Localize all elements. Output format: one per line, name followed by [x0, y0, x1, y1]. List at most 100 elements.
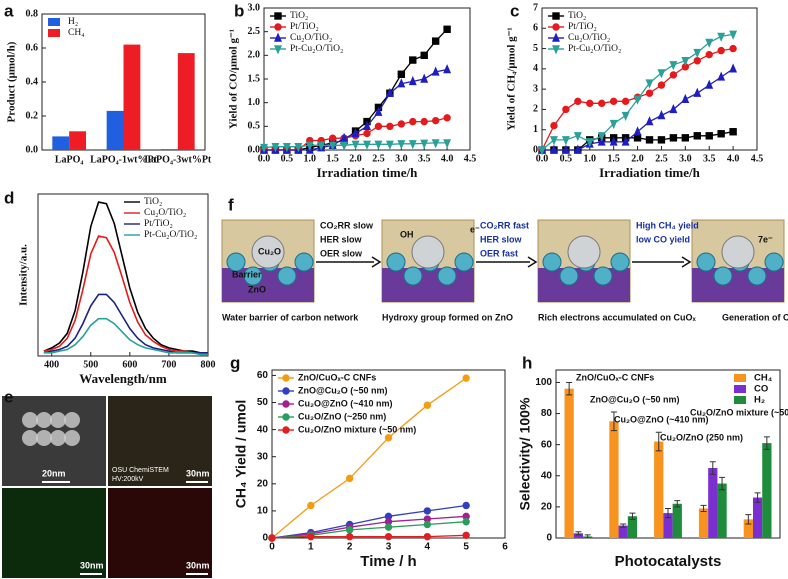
marker	[340, 141, 349, 151]
marker	[574, 97, 582, 106]
series-line	[271, 534, 467, 539]
x-tick-label: 800	[201, 359, 216, 370]
particle	[559, 266, 579, 286]
x-tick-label: 1	[308, 542, 314, 553]
bar	[762, 443, 772, 538]
x-tick-label: 0.5	[281, 153, 294, 164]
y-tick-label: 2	[533, 104, 538, 115]
y-tick-label: 0.0	[26, 144, 39, 155]
y-tick-label: 60	[541, 439, 553, 450]
panel-label: b	[234, 1, 244, 20]
marker	[609, 119, 618, 130]
x-tick-label: 2.5	[372, 153, 385, 164]
bar	[573, 533, 584, 538]
diagram-label: Cu₂O	[258, 246, 281, 256]
y-tick-label: 3	[533, 83, 538, 94]
marker	[431, 37, 440, 45]
legend-label: TiO₂	[290, 11, 308, 21]
stage-caption: Generation of CH₄	[722, 312, 788, 322]
bar	[160, 149, 178, 150]
marker	[609, 97, 618, 106]
marker	[705, 79, 714, 89]
y-tick-label: 0.8	[26, 8, 39, 19]
stage-support	[538, 268, 630, 302]
marker	[420, 117, 428, 126]
error-bar	[575, 531, 582, 536]
error-bar	[700, 504, 707, 513]
marker	[598, 99, 606, 108]
y-tick-label: 2.5	[248, 26, 261, 37]
legend-label: CO	[754, 384, 768, 395]
legend-label: Pt-Cu₂O/TiO₂	[144, 230, 197, 240]
marker	[717, 71, 726, 81]
legend-label: CH₄	[754, 373, 773, 384]
bar	[743, 519, 753, 538]
marker	[423, 520, 432, 529]
chart-panel: a 0.0 0.2 0.4 0.6 0.8 Product (μmol/h) LaPO₄ LaP…	[4, 1, 212, 165]
core	[721, 235, 755, 269]
transition-note: low CO yield	[636, 234, 690, 244]
marker	[397, 70, 406, 78]
transition-note: OER slow	[320, 248, 363, 258]
marker	[420, 73, 429, 83]
marker	[351, 140, 360, 150]
marker	[423, 532, 432, 541]
y-tick-label: 1	[533, 124, 538, 135]
marker	[657, 81, 666, 89]
legend-swatch	[48, 18, 60, 26]
marker	[408, 75, 417, 86]
marker	[462, 518, 470, 526]
mechanism-diagram: f Water barrier of carbon network Hydroxy …	[221, 195, 788, 322]
particle	[593, 266, 613, 286]
marker	[729, 44, 737, 53]
marker	[657, 136, 666, 144]
stage-support	[692, 268, 784, 302]
bar	[177, 53, 195, 150]
y-tick-label: 40	[257, 424, 269, 435]
series-line	[43, 235, 208, 354]
y-axis-label: CH₄ Yield / umol	[233, 400, 249, 509]
marker	[268, 534, 276, 542]
particle	[277, 266, 297, 286]
legend-swatch	[48, 29, 60, 37]
panel-label: e	[4, 387, 13, 406]
marker	[274, 45, 282, 55]
x-axis-label: Wavelength/nm	[79, 371, 167, 386]
series-line	[43, 317, 208, 356]
panel-label: a	[4, 1, 14, 20]
marker	[384, 532, 393, 541]
arrow	[316, 256, 382, 268]
marker	[621, 97, 630, 106]
marker	[657, 110, 666, 120]
bar	[752, 497, 763, 538]
y-tick-label: 40	[541, 470, 553, 481]
marker	[669, 61, 678, 71]
error-bar	[709, 461, 716, 475]
y-tick-label: 20	[541, 502, 553, 513]
panel-label: f	[228, 195, 234, 214]
y-tick-label: 3.0	[248, 2, 261, 13]
marker	[307, 501, 315, 510]
scale-bar-label: 30nm	[186, 468, 210, 478]
annotation: ZnO/CuOₓ-C CNFs	[576, 372, 654, 382]
marker	[409, 56, 417, 64]
error-bar	[566, 381, 573, 396]
bar	[698, 508, 709, 538]
y-tick-label: 0	[546, 533, 552, 544]
stage-support	[382, 268, 474, 302]
y-tick-label: 60	[257, 370, 269, 381]
marker	[681, 57, 690, 67]
stage-caption: Hydroxy group formed on ZnO	[382, 312, 513, 322]
marker	[431, 139, 440, 149]
marker	[374, 122, 383, 131]
y-tick-label: 0	[262, 533, 268, 544]
marker	[374, 106, 383, 116]
y-axis-label: Intensity/a.u.	[18, 244, 30, 306]
chart-panel: g 0 10 20 30 40 50 60 0 1 2 3 4 5 6 Time / h CH₄ Yield /…	[230, 353, 508, 569]
marker	[693, 87, 702, 97]
particle	[386, 252, 406, 272]
panel-label: h	[522, 353, 532, 372]
bar	[717, 483, 727, 538]
bar	[672, 503, 682, 538]
bar	[627, 516, 638, 538]
